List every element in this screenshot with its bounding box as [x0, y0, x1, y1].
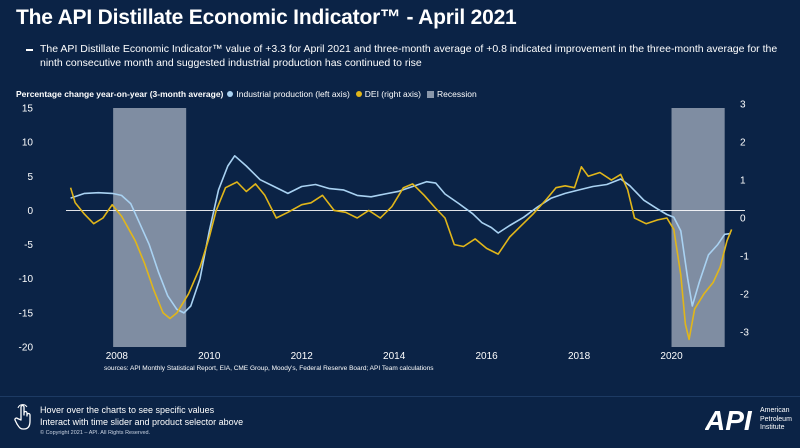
x-axis-tick-label: 2020 [660, 351, 683, 362]
legend-title: Percentage change year-on-year (3-month … [16, 89, 224, 99]
api-logo-text: API [705, 405, 753, 435]
page-title: The API Distillate Economic Indicator™ -… [16, 6, 517, 29]
legend-label-recession: Recession [437, 89, 477, 99]
copyright-text: © Copyright 2021 – API. All Rights Reser… [40, 430, 151, 436]
summary-text: The API Distillate Economic Indicator™ v… [40, 43, 778, 69]
right-axis-tick-label: 1 [740, 176, 746, 187]
footer-hint-hover: Hover over the charts to see specific va… [40, 405, 215, 415]
legend-dot-industrial-production [227, 91, 234, 97]
right-axis-tick-label: 0 [740, 214, 746, 225]
x-axis-tick-label: 2010 [198, 351, 221, 362]
api-logo: API [705, 405, 753, 435]
right-axis-tick-label: 3 [740, 100, 746, 111]
legend-label-dei: DEI (right axis) [364, 89, 421, 99]
legend-item-industrial-production[interactable]: Industrial production (left axis) [227, 89, 350, 99]
x-axis-tick-label: 2012 [291, 351, 314, 362]
left-axis-tick-label: -5 [24, 240, 33, 251]
right-axis-tick-label: -1 [740, 251, 749, 262]
right-axis-tick-label: -3 [740, 327, 749, 338]
chart-legend: Percentage change year-on-year (3-month … [16, 89, 483, 99]
bullet-dash [26, 49, 33, 51]
legend-square-recession [427, 90, 434, 98]
legend-item-recession[interactable]: Recession [427, 89, 477, 99]
right-axis-tick-label: -2 [740, 289, 749, 300]
recession-band [671, 108, 725, 347]
legend-item-dei[interactable]: DEI (right axis) [355, 89, 421, 99]
institute-name: American Petroleum Institute [760, 407, 792, 431]
left-axis-tick-label: -15 [19, 308, 34, 319]
industrial-production-line [70, 155, 731, 314]
footer-hint-interact: Interact with time slider and product se… [40, 417, 244, 427]
x-axis-tick-label: 2018 [568, 351, 591, 362]
left-axis-tick-label: 10 [22, 138, 34, 149]
sources-note: sources: API Monthly Statistical Report,… [104, 365, 434, 372]
left-axis-tick-label: 15 [22, 104, 34, 115]
right-axis-tick-label: 2 [740, 138, 746, 149]
legend-label-industrial-production: Industrial production (left axis) [236, 89, 350, 99]
touch-hand-icon [14, 404, 31, 430]
summary-bullet: The API Distillate Economic Indicator™ v… [26, 42, 788, 70]
left-axis-tick-label: 0 [27, 206, 33, 217]
x-axis-tick-label: 2008 [106, 351, 129, 362]
dei-line [69, 166, 733, 341]
x-axis-tick-label: 2014 [383, 351, 406, 362]
footer-divider [0, 396, 800, 397]
recession-band [113, 108, 187, 347]
legend-dot-dei [355, 91, 362, 97]
left-axis-tick-label: 5 [27, 172, 33, 183]
x-axis-tick-label: 2016 [476, 351, 499, 362]
left-axis-tick-label: -20 [19, 343, 34, 354]
left-axis-tick-label: -10 [19, 274, 34, 285]
